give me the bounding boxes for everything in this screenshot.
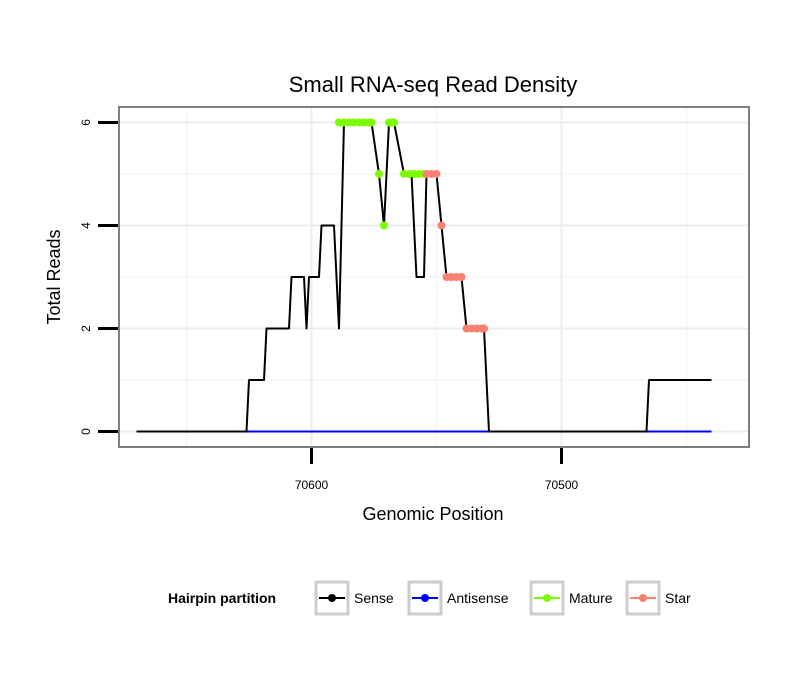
y-axis-title: Total Reads (44, 229, 64, 324)
star-point (457, 273, 466, 281)
plot-panel (118, 106, 750, 448)
panel-border (118, 106, 750, 448)
series-layer (136, 118, 712, 433)
legend-title: Hairpin partition (168, 590, 276, 606)
mature-point (375, 169, 383, 178)
legend-point-sense (328, 594, 336, 602)
mature-point (380, 221, 388, 230)
sense-series-line (136, 121, 712, 433)
star-point (480, 324, 488, 333)
chart-title: Small RNA-seq Read Density (289, 72, 578, 97)
legend: Hairpin partition Sense Antisense Mature St… (168, 580, 691, 616)
legend-point-mature (543, 594, 551, 602)
legend-label-mature: Mature (569, 590, 613, 606)
legend-label-sense: Sense (354, 590, 394, 606)
x-axis-title: Genomic Position (362, 504, 503, 524)
star-point (437, 221, 446, 230)
mature-point (390, 118, 398, 127)
y-tick-label: 6 (79, 119, 93, 126)
x-axis: 70600 70500 (295, 448, 579, 492)
star-point (432, 169, 441, 178)
legend-point-star (639, 594, 647, 602)
legend-label-star: Star (665, 590, 691, 606)
y-tick-label: 0 (79, 428, 93, 435)
mature-point (367, 118, 376, 127)
y-tick-label: 2 (79, 325, 93, 332)
legend-label-antisense: Antisense (447, 590, 509, 606)
legend-point-antisense (421, 594, 429, 602)
x-tick-label: 70600 (295, 478, 329, 492)
x-tick-label: 70500 (545, 478, 579, 492)
y-tick-label: 4 (79, 222, 93, 229)
y-axis: 0 2 4 6 (79, 119, 118, 435)
